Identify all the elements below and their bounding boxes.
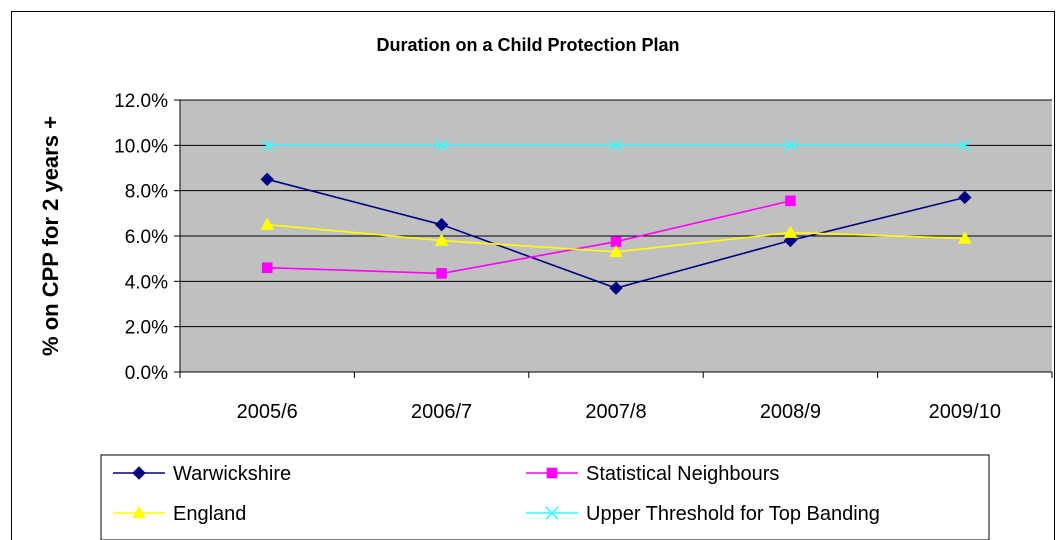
series-3 — [260, 138, 972, 152]
data-point-triangle — [783, 225, 798, 238]
y-tick-label: 2.0% — [125, 318, 168, 339]
y-tick-label: 4.0% — [125, 272, 168, 293]
y-tick-label: 6.0% — [125, 227, 168, 248]
series-0 — [260, 172, 972, 295]
data-point-x — [435, 138, 449, 152]
legend-label: Warwickshire — [173, 463, 291, 485]
data-point-square — [785, 195, 796, 207]
data-point-diamond — [609, 281, 623, 295]
chart-title: Duration on a Child Protection Plan — [376, 35, 679, 55]
legend-label: Statistical Neighbours — [586, 463, 779, 485]
data-point-x — [260, 138, 274, 152]
y-axis-label: % on CPP for 2 years + — [38, 116, 63, 356]
series-line — [267, 200, 791, 275]
x-tick-label: 2008/9 — [760, 401, 821, 423]
data-point-triangle — [957, 231, 972, 244]
data-point-square — [261, 262, 273, 274]
y-tick-label: 8.0% — [125, 182, 168, 203]
data-point-diamond — [260, 172, 274, 187]
data-point-x — [609, 138, 623, 152]
chart-frame — [11, 11, 1055, 540]
legend-item: Warwickshire — [113, 463, 291, 485]
series-1 — [261, 195, 796, 279]
data-point-diamond — [434, 217, 449, 232]
plot-area — [179, 99, 1052, 373]
x-tick-label: 2009/10 — [929, 401, 1001, 423]
legend-item: Upper Threshold for Top Banding — [526, 503, 880, 525]
data-point-square — [546, 467, 558, 479]
y-tick-label: 10.0% — [114, 136, 168, 157]
legend-item: Statistical Neighbours — [526, 463, 779, 485]
series-group — [260, 138, 972, 295]
legend: Warwickshire Statistical Neighbours Englan… — [100, 454, 990, 540]
data-point-x — [958, 138, 972, 152]
data-point-diamond — [958, 190, 972, 205]
legend-label: Upper Threshold for Top Banding — [586, 503, 880, 525]
data-point-diamond — [132, 466, 146, 480]
data-point-triangle — [132, 505, 146, 519]
series-2 — [260, 217, 972, 258]
data-point-triangle — [609, 244, 623, 258]
legend-item: England — [113, 503, 246, 525]
data-point-x — [545, 506, 559, 520]
data-point-triangle — [260, 217, 275, 230]
data-point-triangle — [434, 233, 449, 246]
legend-box — [100, 454, 990, 540]
y-tick-label: 0.0% — [125, 363, 168, 384]
data-point-x — [783, 138, 797, 152]
x-tick-label: 2005/6 — [237, 401, 298, 423]
y-tick-label: 12.0% — [114, 91, 168, 112]
x-tick-label: 2006/7 — [411, 401, 472, 423]
data-point-square — [436, 268, 447, 279]
y-axis-ticks: 0.0% 2.0% 4.0% 6.0% 8.0% 10.0% 12.0% — [114, 91, 180, 384]
legend-label: England — [173, 503, 246, 525]
x-tick-label: 2007/8 — [585, 401, 646, 423]
x-axis-ticks: 2005/6 2006/7 2007/8 2008/9 2009/10 — [179, 372, 1053, 423]
